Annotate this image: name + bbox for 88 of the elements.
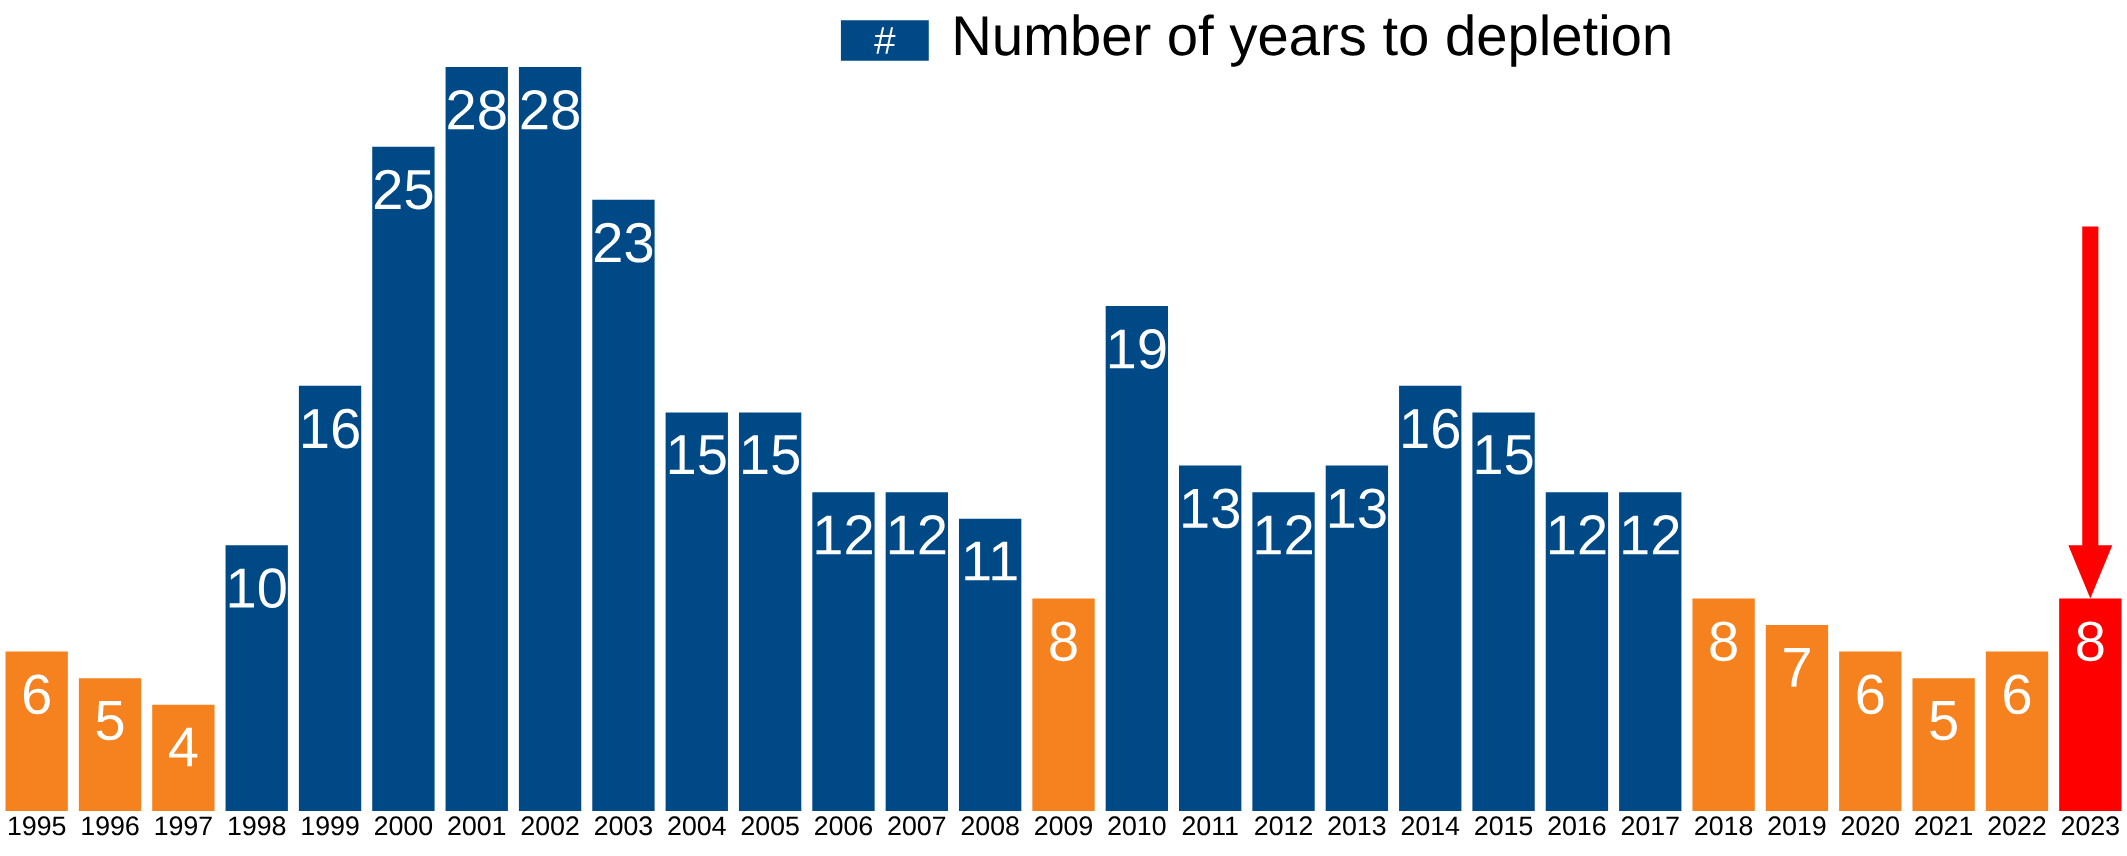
x-tick-label: 2014 xyxy=(1401,816,1460,836)
data-label: 6 xyxy=(1857,674,1884,715)
x-tick-label: 1995 xyxy=(9,816,66,836)
data-label: 23 xyxy=(594,222,653,263)
data-label: 10 xyxy=(229,568,286,609)
data-label: 15 xyxy=(669,435,726,475)
data-label: 28 xyxy=(521,89,579,130)
data-label: 6 xyxy=(23,674,50,715)
bar xyxy=(152,704,215,811)
data-label: 12 xyxy=(816,515,872,555)
data-label: 19 xyxy=(1109,329,1166,369)
data-label: 15 xyxy=(1476,435,1533,475)
x-tick-label: 2004 xyxy=(668,816,726,836)
data-label: 12 xyxy=(1623,515,1679,555)
x-tick-label: 1997 xyxy=(155,816,212,836)
bar xyxy=(1105,306,1169,811)
x-tick-label: 2010 xyxy=(1108,816,1166,836)
x-tick-label: 2006 xyxy=(815,816,872,836)
bar xyxy=(298,385,362,811)
data-label: 5 xyxy=(1930,701,1957,741)
data-label: 28 xyxy=(448,89,506,130)
data-label: 12 xyxy=(1549,515,1606,555)
x-tick-label: 1996 xyxy=(82,816,139,836)
data-label: 12 xyxy=(1256,515,1312,555)
bar xyxy=(885,492,948,811)
x-tick-label: 2009 xyxy=(1035,816,1092,836)
data-label: 12 xyxy=(889,515,946,555)
bar xyxy=(225,545,288,811)
bar xyxy=(1545,492,1609,811)
x-tick-label: 2000 xyxy=(375,816,433,836)
x-tick-label: 2023 xyxy=(2061,816,2119,836)
data-label: 25 xyxy=(374,169,433,210)
bar xyxy=(958,518,1022,811)
data-label: 8 xyxy=(1710,621,1737,662)
x-tick-label: 2007 xyxy=(888,816,946,836)
bar xyxy=(518,66,582,811)
bar xyxy=(1985,651,2049,811)
x-tick-label: 2008 xyxy=(961,816,1019,836)
bar xyxy=(592,199,655,811)
bar xyxy=(1032,598,1095,811)
x-tick-label: 2012 xyxy=(1255,816,1312,836)
data-label: 15 xyxy=(743,435,799,475)
x-tick-label: 1998 xyxy=(229,816,286,836)
bar xyxy=(1692,598,1755,811)
data-label: 13 xyxy=(1183,488,1239,529)
bar xyxy=(1912,678,1975,811)
x-tick-label: 2022 xyxy=(1988,816,2046,836)
x-tick-label: 2019 xyxy=(1768,816,1826,836)
data-label: 4 xyxy=(169,727,198,767)
data-label: 5 xyxy=(96,701,124,741)
x-tick-label: 2002 xyxy=(521,816,579,836)
x-tick-label: 1999 xyxy=(302,816,359,836)
bar xyxy=(445,66,508,811)
bar xyxy=(812,492,875,811)
data-label: 6 xyxy=(2004,674,2031,715)
bar xyxy=(1839,651,1902,811)
bar xyxy=(1472,412,1535,811)
bar xyxy=(5,651,68,811)
bar xyxy=(1619,492,1682,811)
legend-label: Number of years to depletion xyxy=(955,14,1670,67)
x-tick-label: 2011 xyxy=(1182,816,1238,836)
x-tick-label: 2013 xyxy=(1328,816,1386,836)
bar xyxy=(372,146,435,811)
x-tick-label: 2016 xyxy=(1548,816,1606,836)
x-tick-label: 2021 xyxy=(1915,816,1973,836)
x-tick-label: 2005 xyxy=(741,816,799,836)
bar xyxy=(1179,465,1242,811)
data-label: 11 xyxy=(965,541,1017,581)
bar xyxy=(1325,465,1389,811)
bar xyxy=(738,412,802,811)
x-tick-label: 2018 xyxy=(1695,816,1753,836)
data-label: 16 xyxy=(1403,408,1459,449)
text: # xyxy=(874,27,896,54)
data-label: 16 xyxy=(303,408,359,449)
data-label: 8 xyxy=(1050,621,1077,662)
bar xyxy=(1399,385,1462,811)
bar xyxy=(1765,624,1829,811)
data-label: 13 xyxy=(1329,488,1386,529)
bar xyxy=(665,412,728,811)
x-tick-label: 2020 xyxy=(1841,816,1899,836)
x-tick-label: 2003 xyxy=(595,816,652,836)
bar xyxy=(1252,492,1315,811)
data-label: 8 xyxy=(2077,621,2104,662)
x-tick-label: 2015 xyxy=(1475,816,1533,836)
x-tick-label: 2001 xyxy=(448,816,506,836)
x-tick-label: 2017 xyxy=(1621,816,1679,836)
data-label: 7 xyxy=(1784,647,1810,687)
bar xyxy=(78,678,142,811)
